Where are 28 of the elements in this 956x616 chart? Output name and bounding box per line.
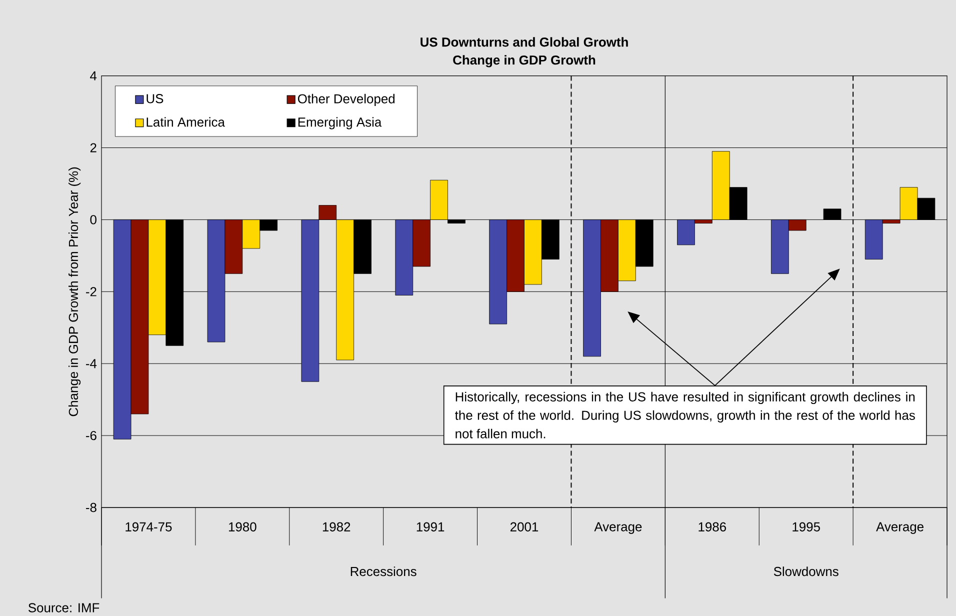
bar: [823, 208, 842, 220]
x-tick-label: 1995: [792, 522, 820, 532]
text: Slowdowns: [774, 566, 838, 576]
x-tick-label: Average: [876, 522, 924, 534]
x-tick-label: 2001: [510, 522, 538, 532]
y-tick-label: 2: [90, 143, 96, 152]
legend-label: Emerging Asia: [298, 117, 382, 130]
y-tick-label: -4: [86, 359, 97, 368]
x-tick-label: 1980: [228, 522, 256, 532]
y-tick-label: -6: [86, 430, 96, 440]
x-tick-label: 1986: [698, 522, 726, 532]
legend-label: Latin America: [146, 117, 225, 127]
source-note: Source: IMF: [28, 603, 100, 612]
x-tick-label: Average: [594, 522, 642, 534]
y-tick-label: 0: [90, 215, 96, 224]
y-axis-title: Change in GDP Growth from Prior Year (%): [68, 167, 81, 416]
chart-subtitle: Change in GDP Growth: [453, 55, 596, 68]
text: Recessions: [350, 566, 416, 576]
legend-label: US: [146, 94, 164, 104]
x-tick-label: 1982: [322, 522, 350, 532]
y-tick-label: -8: [86, 502, 96, 512]
y-tick-label: -2: [86, 287, 96, 296]
x-tick-label: 1974-75: [126, 522, 172, 532]
legend-label: Other Developed: [298, 94, 395, 106]
annotation: Historically, recessions in the US have resulted in significant growth declines in the rest of the world. During US slowdowns, growth in the rest of the world has not fallen much.: [455, 392, 915, 438]
y-tick-label: 4: [90, 71, 97, 80]
chart-title: US Downturns and Global Growth: [420, 37, 628, 47]
x-tick-label: 1991: [416, 522, 444, 532]
